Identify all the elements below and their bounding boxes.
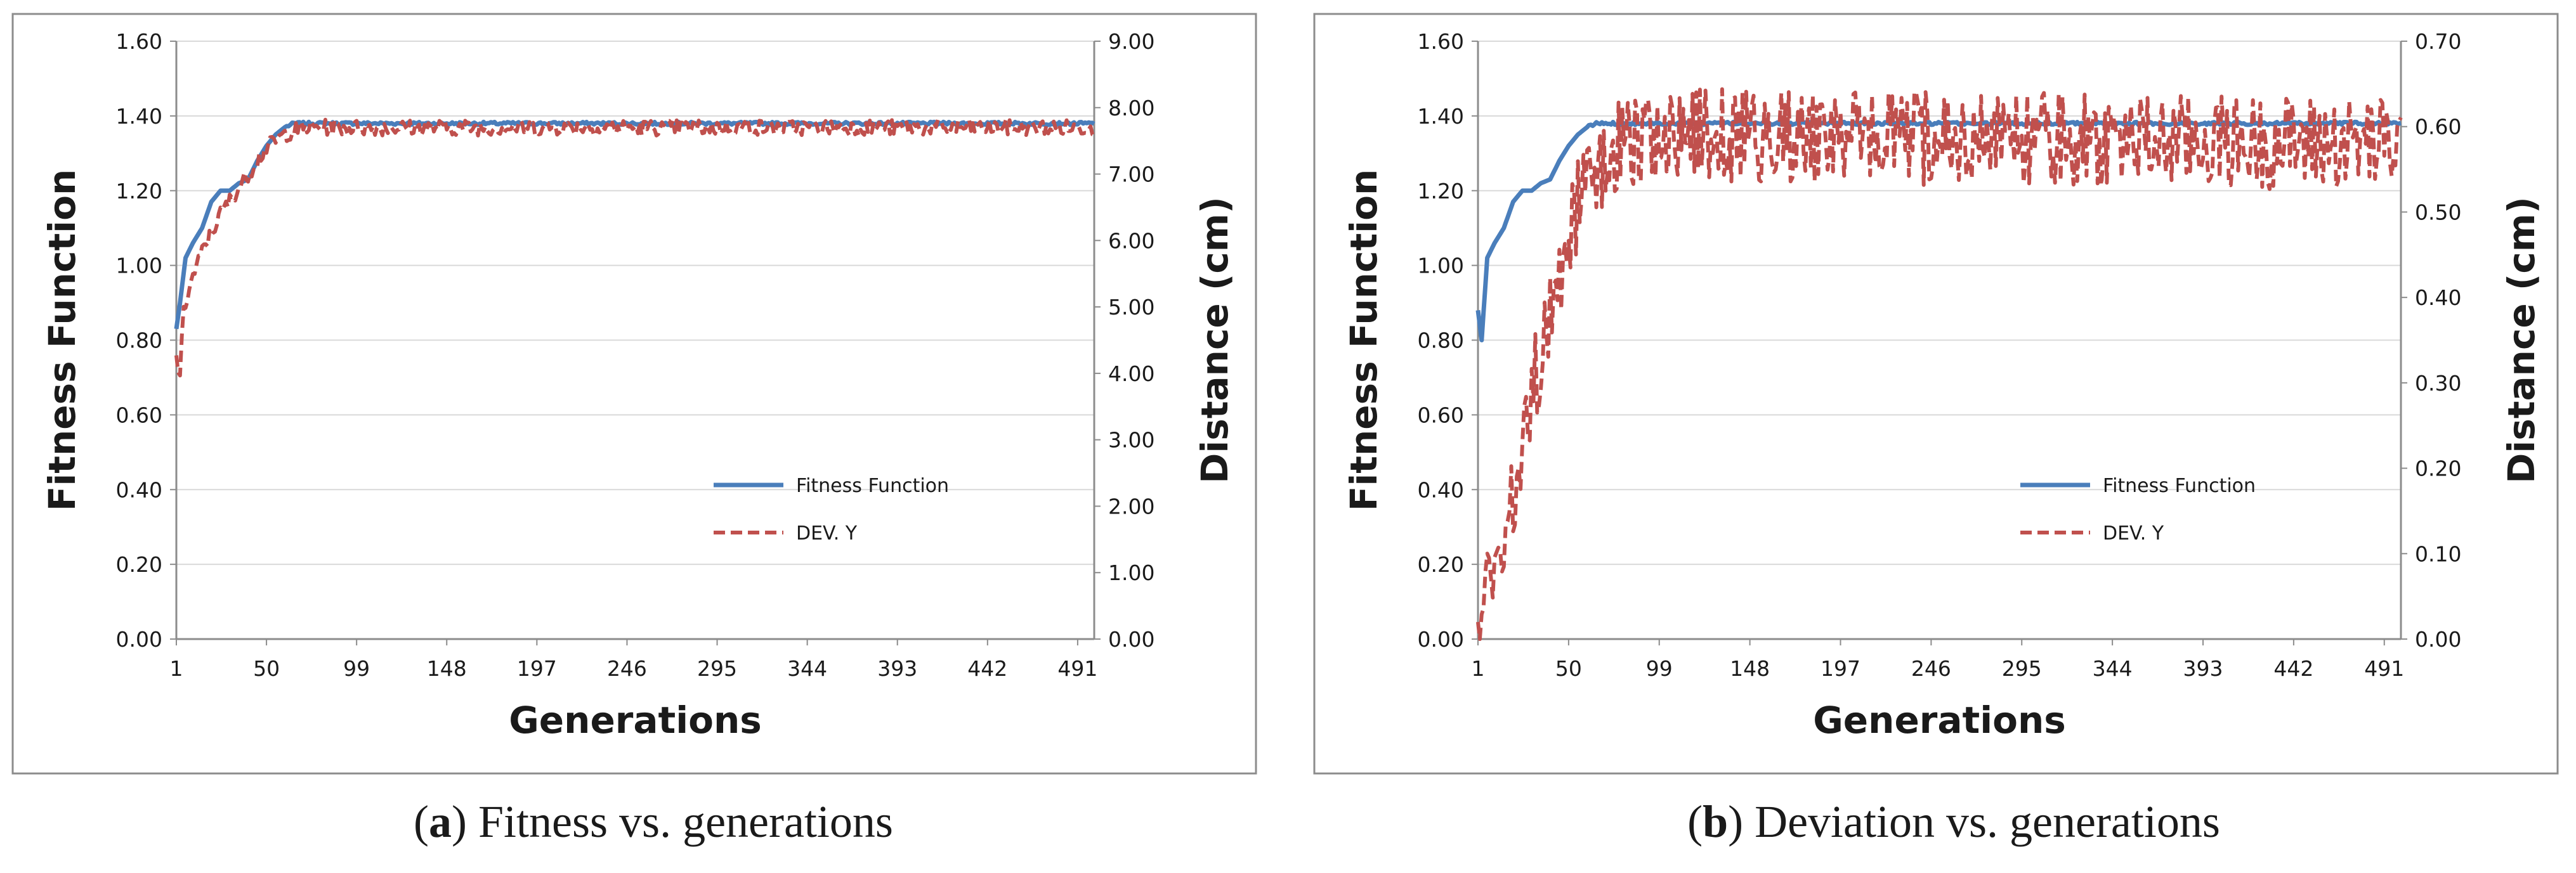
y2-axis-title: Distance (cm) xyxy=(2500,197,2543,483)
legend-label-fitness: Fitness Function xyxy=(796,475,949,497)
y-tick-label: 0.00 xyxy=(116,627,162,652)
x-tick-label: 1 xyxy=(1472,656,1485,681)
x-tick-label: 50 xyxy=(1555,656,1582,681)
y-tick-label: 1.40 xyxy=(1418,104,1464,129)
x-tick-label: 344 xyxy=(2093,656,2133,681)
x-axis-title: Generations xyxy=(1813,699,2066,742)
x-tick-label: 197 xyxy=(517,656,557,681)
x-tick-label: 246 xyxy=(1911,656,1951,681)
y-tick-label: 1.20 xyxy=(1418,179,1464,204)
y-tick-label: 1.20 xyxy=(116,179,162,204)
x-tick-label: 50 xyxy=(253,656,280,681)
x-axis-title: Generations xyxy=(509,699,762,742)
y2-tick-label: 9.00 xyxy=(1108,29,1154,54)
y-axis-title: Fitness Function xyxy=(1342,169,1385,512)
y2-tick-label: 7.00 xyxy=(1108,162,1154,187)
y-tick-label: 0.60 xyxy=(116,403,162,427)
y-tick-label: 1.60 xyxy=(116,29,162,54)
y-tick-label: 1.40 xyxy=(116,104,162,129)
y2-tick-label: 0.20 xyxy=(2415,456,2461,481)
caption-a-text: Fitness vs. generations xyxy=(478,796,893,847)
y-tick-label: 1.00 xyxy=(1418,254,1464,278)
y2-tick-label: 8.00 xyxy=(1108,96,1154,120)
caption-b-text: Deviation vs. generations xyxy=(1755,796,2220,847)
caption-a-letter: a xyxy=(429,796,452,847)
x-tick-label: 295 xyxy=(697,656,737,681)
chart-frame xyxy=(11,13,1257,775)
chart-b: 0.00 0.20 0.40 0.60 0.80 1.00 1.20 1.40 1.60 0.00… xyxy=(1313,13,2559,775)
x-tick-label: 246 xyxy=(607,656,647,681)
x-tick-label: 99 xyxy=(343,656,370,681)
y-tick-label: 0.80 xyxy=(116,328,162,353)
legend-label-dev-y: DEV. Y xyxy=(2103,522,2164,545)
x-tick-label: 148 xyxy=(427,656,467,681)
y-tick-label: 0.40 xyxy=(1418,477,1464,502)
y2-tick-label: 4.00 xyxy=(1108,361,1154,386)
x-tick-label: 442 xyxy=(967,656,1007,681)
x-tick-label: 491 xyxy=(2364,656,2404,681)
y2-tick-label: 0.40 xyxy=(2415,285,2461,310)
x-tick-label: 1 xyxy=(170,656,183,681)
x-tick-label: 197 xyxy=(1821,656,1860,681)
y-tick-label: 0.20 xyxy=(116,552,162,577)
x-tick-label: 99 xyxy=(1646,656,1673,681)
x-tick-label: 393 xyxy=(877,656,917,681)
y-tick-label: 0.80 xyxy=(1418,328,1464,353)
x-tick-label: 393 xyxy=(2183,656,2223,681)
y2-tick-label: 5.00 xyxy=(1108,295,1154,320)
x-tick-label: 148 xyxy=(1730,656,1770,681)
x-tick-label: 491 xyxy=(1057,656,1097,681)
legend-label-fitness: Fitness Function xyxy=(2103,475,2256,497)
y2-tick-label: 0.00 xyxy=(1108,627,1154,652)
caption-b: (b) Deviation vs. generations xyxy=(1687,796,2220,847)
y2-tick-label: 0.00 xyxy=(2415,627,2461,652)
series-line-dev-y xyxy=(1476,87,2403,641)
y2-tick-label: 0.30 xyxy=(2415,371,2461,396)
y-axis-title: Fitness Function xyxy=(41,169,84,512)
y2-tick-label: 0.50 xyxy=(2415,200,2461,224)
caption-b-letter: b xyxy=(1703,796,1729,847)
y2-tick-label: 6.00 xyxy=(1108,228,1154,253)
y-tick-label: 1.00 xyxy=(116,254,162,278)
y2-axis-title: Distance (cm) xyxy=(1193,197,1236,483)
caption-a: (a) Fitness vs. generations xyxy=(414,796,893,847)
y2-tick-label: 2.00 xyxy=(1108,494,1154,519)
y2-tick-label: 0.70 xyxy=(2415,29,2461,54)
y-tick-label: 0.20 xyxy=(1418,552,1464,577)
y-tick-label: 0.60 xyxy=(1418,403,1464,427)
x-tick-label: 344 xyxy=(787,656,827,681)
y-tick-label: 1.60 xyxy=(1418,29,1464,54)
y2-tick-label: 1.00 xyxy=(1108,560,1154,585)
series-line-fitness xyxy=(1475,119,2402,342)
x-tick-label: 295 xyxy=(2002,656,2042,681)
y2-tick-label: 0.10 xyxy=(2415,541,2461,566)
y-tick-label: 0.00 xyxy=(1418,627,1464,652)
chart-a: 0.00 0.20 0.40 0.60 0.80 1.00 1.20 1.40 1.60 0.00… xyxy=(11,13,1257,775)
y2-tick-label: 0.60 xyxy=(2415,115,2461,139)
y2-tick-label: 3.00 xyxy=(1108,428,1154,453)
x-tick-label: 442 xyxy=(2273,656,2313,681)
y-tick-label: 0.40 xyxy=(116,477,162,502)
legend-label-dev-y: DEV. Y xyxy=(796,522,858,545)
